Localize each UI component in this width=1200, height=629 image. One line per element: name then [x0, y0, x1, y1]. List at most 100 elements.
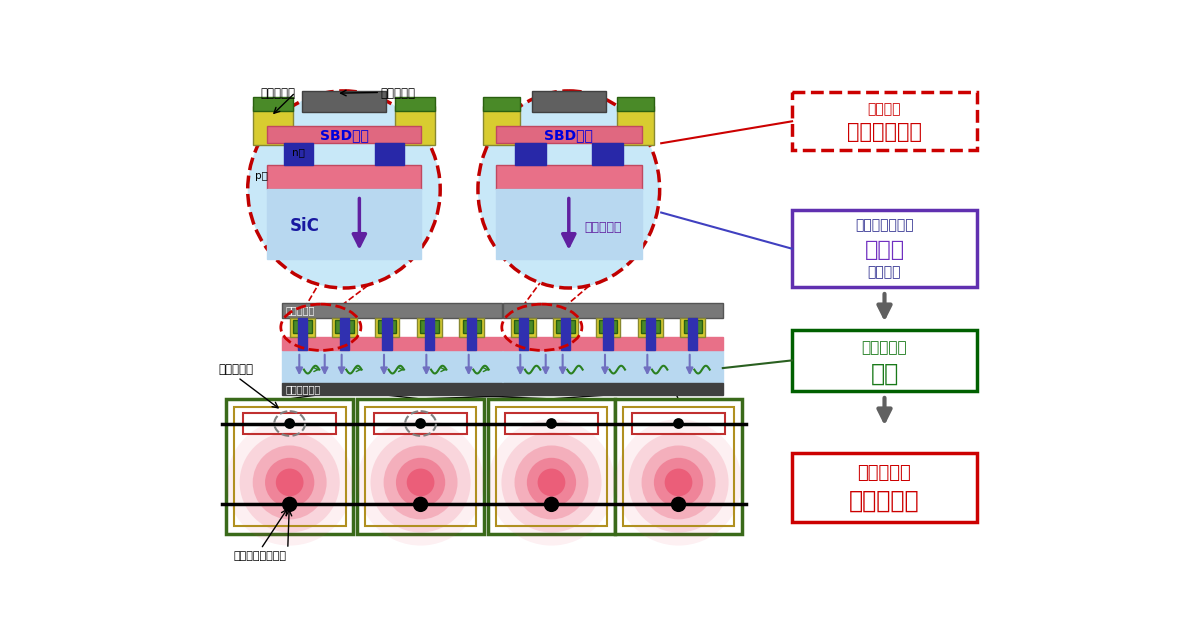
Bar [358, 399, 484, 533]
Ellipse shape [247, 91, 440, 288]
Text: サージ電流: サージ電流 [584, 221, 622, 235]
Text: チップ内を: チップ内を [862, 340, 907, 355]
Text: ソース電極: ソース電極 [286, 305, 314, 315]
FancyBboxPatch shape [792, 453, 977, 522]
Text: 一斉に: 一斉に [864, 240, 905, 260]
Circle shape [413, 497, 428, 512]
Bar [617, 106, 654, 145]
Text: n層: n層 [292, 147, 305, 157]
Bar [290, 318, 314, 337]
Bar [284, 143, 313, 165]
Bar [616, 399, 742, 533]
Bar [553, 318, 578, 337]
Circle shape [515, 445, 588, 520]
Circle shape [642, 445, 715, 520]
Bar [496, 189, 642, 259]
Bar [293, 320, 312, 333]
Bar [646, 318, 655, 350]
Circle shape [616, 420, 742, 545]
Text: 伝搬: 伝搬 [870, 362, 899, 386]
Bar [282, 382, 502, 395]
Bar [395, 106, 434, 145]
Text: p層: p層 [256, 170, 269, 181]
Bar [496, 126, 642, 143]
Bar [604, 318, 613, 350]
Circle shape [384, 445, 457, 520]
Bar [226, 399, 353, 533]
Circle shape [253, 445, 326, 520]
Circle shape [673, 418, 684, 429]
Bar [266, 165, 421, 189]
Bar [532, 91, 606, 113]
Bar [378, 320, 396, 333]
Text: 電流が分散: 電流が分散 [850, 489, 920, 513]
Bar [562, 318, 570, 350]
Bar [253, 97, 293, 111]
Circle shape [546, 418, 557, 429]
Bar [515, 143, 546, 165]
Bar [418, 318, 442, 337]
Bar [595, 318, 620, 337]
Bar [482, 106, 520, 145]
Circle shape [282, 497, 298, 512]
Circle shape [407, 469, 434, 496]
Bar [282, 303, 502, 318]
Bar [374, 318, 400, 337]
Circle shape [284, 418, 295, 429]
Text: ゲート電極: ゲート電極 [260, 87, 295, 100]
FancyBboxPatch shape [792, 210, 977, 287]
Bar [266, 126, 421, 143]
Bar [374, 143, 404, 165]
Bar [518, 318, 528, 350]
Bar [496, 406, 607, 526]
Bar [503, 350, 722, 382]
Text: ソース電極: ソース電極 [380, 87, 415, 100]
Text: 通電開始: 通電開始 [868, 265, 901, 279]
Bar [680, 318, 706, 337]
Text: SBDなし: SBDなし [545, 128, 593, 142]
Circle shape [488, 420, 614, 545]
Bar [617, 97, 654, 111]
Bar [488, 399, 616, 533]
Bar [592, 143, 623, 165]
Bar [332, 318, 358, 337]
Circle shape [265, 458, 314, 507]
Bar [420, 320, 439, 333]
Bar [336, 320, 354, 333]
Bar [503, 382, 722, 395]
Bar [266, 189, 421, 259]
Bar [340, 318, 349, 350]
Bar [425, 318, 434, 350]
Circle shape [227, 420, 353, 545]
Circle shape [665, 469, 692, 496]
Circle shape [538, 469, 565, 496]
Circle shape [396, 458, 445, 507]
Circle shape [371, 432, 470, 533]
Text: SBDなし: SBDなし [319, 128, 368, 142]
Bar [222, 398, 746, 535]
Text: 寸法に関わらず: 寸法に関わらず [856, 219, 914, 233]
Text: SiC: SiC [290, 218, 320, 235]
Bar [234, 406, 346, 526]
Bar [460, 318, 484, 337]
Bar [383, 318, 391, 350]
Bar [462, 320, 481, 333]
FancyBboxPatch shape [792, 330, 977, 391]
Bar [282, 337, 502, 350]
Bar [641, 320, 660, 333]
Bar [511, 318, 535, 337]
Circle shape [415, 418, 426, 429]
Bar [557, 320, 575, 333]
Bar [395, 97, 434, 111]
Ellipse shape [478, 91, 660, 288]
Circle shape [527, 458, 576, 507]
Text: 寸法ばらつき: 寸法ばらつき [847, 123, 922, 142]
Bar [282, 350, 502, 382]
Bar [482, 97, 520, 111]
Circle shape [629, 432, 728, 533]
Circle shape [654, 458, 703, 507]
Circle shape [240, 432, 340, 533]
Bar [638, 318, 662, 337]
Bar [505, 413, 598, 434]
Bar [301, 91, 386, 113]
